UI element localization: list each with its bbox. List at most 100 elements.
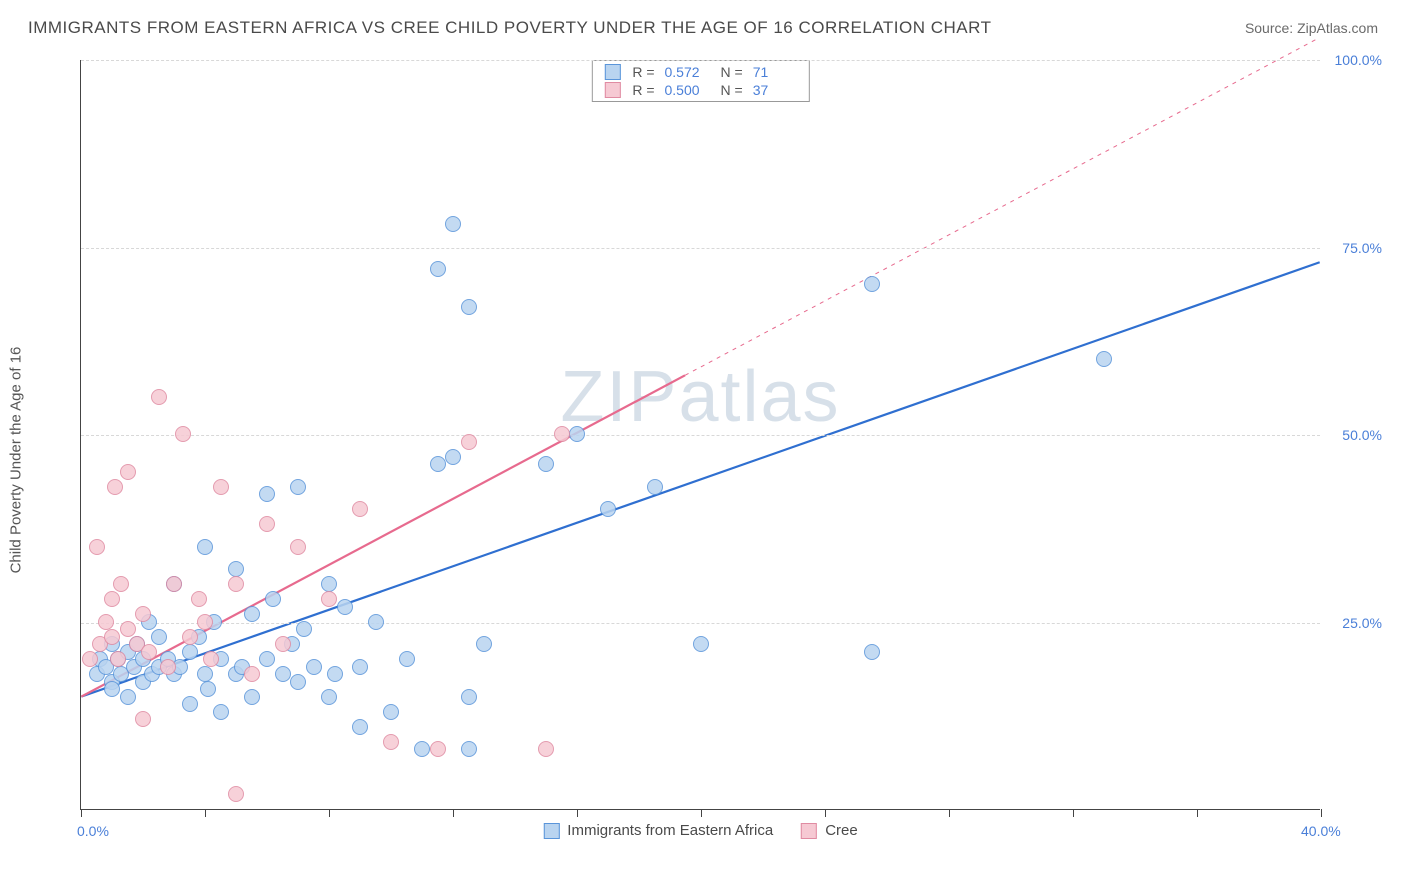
scatter-point bbox=[306, 659, 322, 675]
scatter-point bbox=[352, 659, 368, 675]
scatter-point bbox=[275, 636, 291, 652]
scatter-point bbox=[98, 614, 114, 630]
x-tick bbox=[205, 809, 206, 817]
scatter-point bbox=[265, 591, 281, 607]
scatter-point bbox=[82, 651, 98, 667]
scatter-point bbox=[120, 464, 136, 480]
r-label-b: R = bbox=[632, 82, 654, 98]
scatter-point bbox=[259, 516, 275, 532]
scatter-point bbox=[321, 689, 337, 705]
legend-label-a: Immigrants from Eastern Africa bbox=[567, 822, 773, 839]
x-tick bbox=[1321, 809, 1322, 817]
x-tick bbox=[825, 809, 826, 817]
scatter-point bbox=[182, 696, 198, 712]
x-tick bbox=[1197, 809, 1198, 817]
gridline bbox=[81, 248, 1320, 249]
bottom-legend: Immigrants from Eastern Africa Cree bbox=[543, 822, 857, 839]
scatter-point bbox=[151, 389, 167, 405]
scatter-point bbox=[141, 644, 157, 660]
trend-line bbox=[81, 375, 685, 696]
legend-item-b: Cree bbox=[801, 822, 858, 839]
r-value-b: 0.500 bbox=[665, 82, 709, 98]
chart-header: IMMIGRANTS FROM EASTERN AFRICA VS CREE C… bbox=[0, 0, 1406, 46]
scatter-point bbox=[244, 666, 260, 682]
scatter-point bbox=[197, 666, 213, 682]
y-tick-label: 100.0% bbox=[1327, 52, 1382, 68]
scatter-point bbox=[166, 576, 182, 592]
n-value-b: 37 bbox=[753, 82, 797, 98]
stats-legend: R = 0.572 N = 71 R = 0.500 N = 37 bbox=[591, 60, 809, 102]
scatter-point bbox=[337, 599, 353, 615]
watermark-thin: atlas bbox=[678, 357, 840, 437]
scatter-point bbox=[160, 659, 176, 675]
scatter-point bbox=[200, 681, 216, 697]
scatter-point bbox=[104, 629, 120, 645]
scatter-point bbox=[430, 456, 446, 472]
x-tick bbox=[701, 809, 702, 817]
scatter-point bbox=[430, 741, 446, 757]
scatter-point bbox=[290, 479, 306, 495]
x-tick-label: 40.0% bbox=[1301, 823, 1341, 839]
scatter-point bbox=[461, 689, 477, 705]
swatch-series-b bbox=[604, 82, 620, 98]
scatter-point bbox=[228, 561, 244, 577]
scatter-point bbox=[135, 606, 151, 622]
x-tick bbox=[1073, 809, 1074, 817]
legend-label-b: Cree bbox=[825, 822, 858, 839]
scatter-point bbox=[476, 636, 492, 652]
scatter-point bbox=[864, 276, 880, 292]
watermark-bold: ZIP bbox=[560, 357, 678, 437]
watermark: ZIPatlas bbox=[560, 356, 840, 438]
scatter-point bbox=[275, 666, 291, 682]
scatter-point bbox=[352, 719, 368, 735]
x-tick bbox=[949, 809, 950, 817]
scatter-point bbox=[327, 666, 343, 682]
scatter-point bbox=[352, 501, 368, 517]
scatter-point bbox=[321, 576, 337, 592]
scatter-point bbox=[414, 741, 430, 757]
stats-row-series-b: R = 0.500 N = 37 bbox=[592, 81, 808, 99]
gridline bbox=[81, 60, 1320, 61]
legend-swatch-a bbox=[543, 823, 559, 839]
scatter-point bbox=[182, 644, 198, 660]
x-tick-label: 0.0% bbox=[77, 823, 109, 839]
n-label-b: N = bbox=[721, 82, 743, 98]
scatter-point bbox=[445, 449, 461, 465]
scatter-point bbox=[135, 711, 151, 727]
n-value-a: 71 bbox=[753, 64, 797, 80]
scatter-point bbox=[197, 539, 213, 555]
scatter-point bbox=[107, 479, 123, 495]
scatter-point bbox=[110, 651, 126, 667]
scatter-point bbox=[197, 614, 213, 630]
scatter-point bbox=[864, 644, 880, 660]
scatter-point bbox=[383, 734, 399, 750]
scatter-point bbox=[120, 689, 136, 705]
scatter-point bbox=[120, 621, 136, 637]
x-tick bbox=[453, 809, 454, 817]
y-tick-label: 75.0% bbox=[1327, 240, 1382, 256]
chart-title: IMMIGRANTS FROM EASTERN AFRICA VS CREE C… bbox=[28, 18, 991, 38]
source-attribution: Source: ZipAtlas.com bbox=[1245, 20, 1378, 36]
scatter-point bbox=[600, 501, 616, 517]
scatter-point bbox=[104, 681, 120, 697]
scatter-point bbox=[290, 539, 306, 555]
y-axis-title: Child Poverty Under the Age of 16 bbox=[8, 347, 25, 574]
scatter-point bbox=[569, 426, 585, 442]
scatter-point bbox=[445, 216, 461, 232]
scatter-point bbox=[538, 456, 554, 472]
scatter-point bbox=[321, 591, 337, 607]
scatter-point bbox=[113, 576, 129, 592]
chart-container: Child Poverty Under the Age of 16 ZIPatl… bbox=[30, 50, 1380, 870]
scatter-point bbox=[228, 576, 244, 592]
scatter-point bbox=[213, 704, 229, 720]
r-label-a: R = bbox=[632, 64, 654, 80]
scatter-point bbox=[647, 479, 663, 495]
scatter-point bbox=[228, 786, 244, 802]
x-tick bbox=[81, 809, 82, 817]
scatter-point bbox=[538, 741, 554, 757]
scatter-point bbox=[182, 629, 198, 645]
scatter-point bbox=[430, 261, 446, 277]
scatter-point bbox=[554, 426, 570, 442]
scatter-point bbox=[368, 614, 384, 630]
scatter-point bbox=[1096, 351, 1112, 367]
